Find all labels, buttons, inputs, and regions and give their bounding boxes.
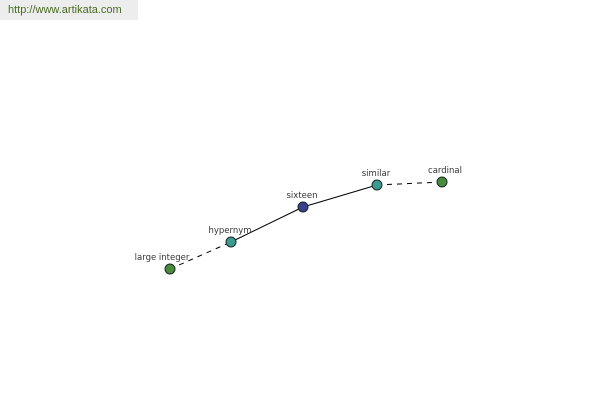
node-hypernym[interactable] bbox=[225, 236, 237, 248]
watermark: http://www.artikata.com bbox=[0, 0, 138, 20]
edge-sixteen-similar bbox=[302, 184, 378, 208]
node-similar[interactable] bbox=[371, 179, 383, 191]
watermark-text: http://www.artikata.com bbox=[8, 4, 122, 16]
node-sixteen[interactable] bbox=[297, 201, 309, 213]
node-label-hypernym: hypernym bbox=[208, 226, 251, 236]
edge-large_integer-hypernym bbox=[169, 241, 232, 270]
node-label-sixteen: sixteen bbox=[287, 191, 318, 201]
edge-hypernym-sixteen bbox=[230, 206, 304, 243]
node-large_integer[interactable] bbox=[164, 263, 176, 275]
node-cardinal[interactable] bbox=[436, 176, 448, 188]
node-label-cardinal: cardinal bbox=[428, 166, 462, 176]
edge-similar-cardinal bbox=[376, 181, 443, 186]
node-label-large_integer: large integer bbox=[135, 253, 190, 263]
node-label-similar: similar bbox=[362, 169, 391, 179]
